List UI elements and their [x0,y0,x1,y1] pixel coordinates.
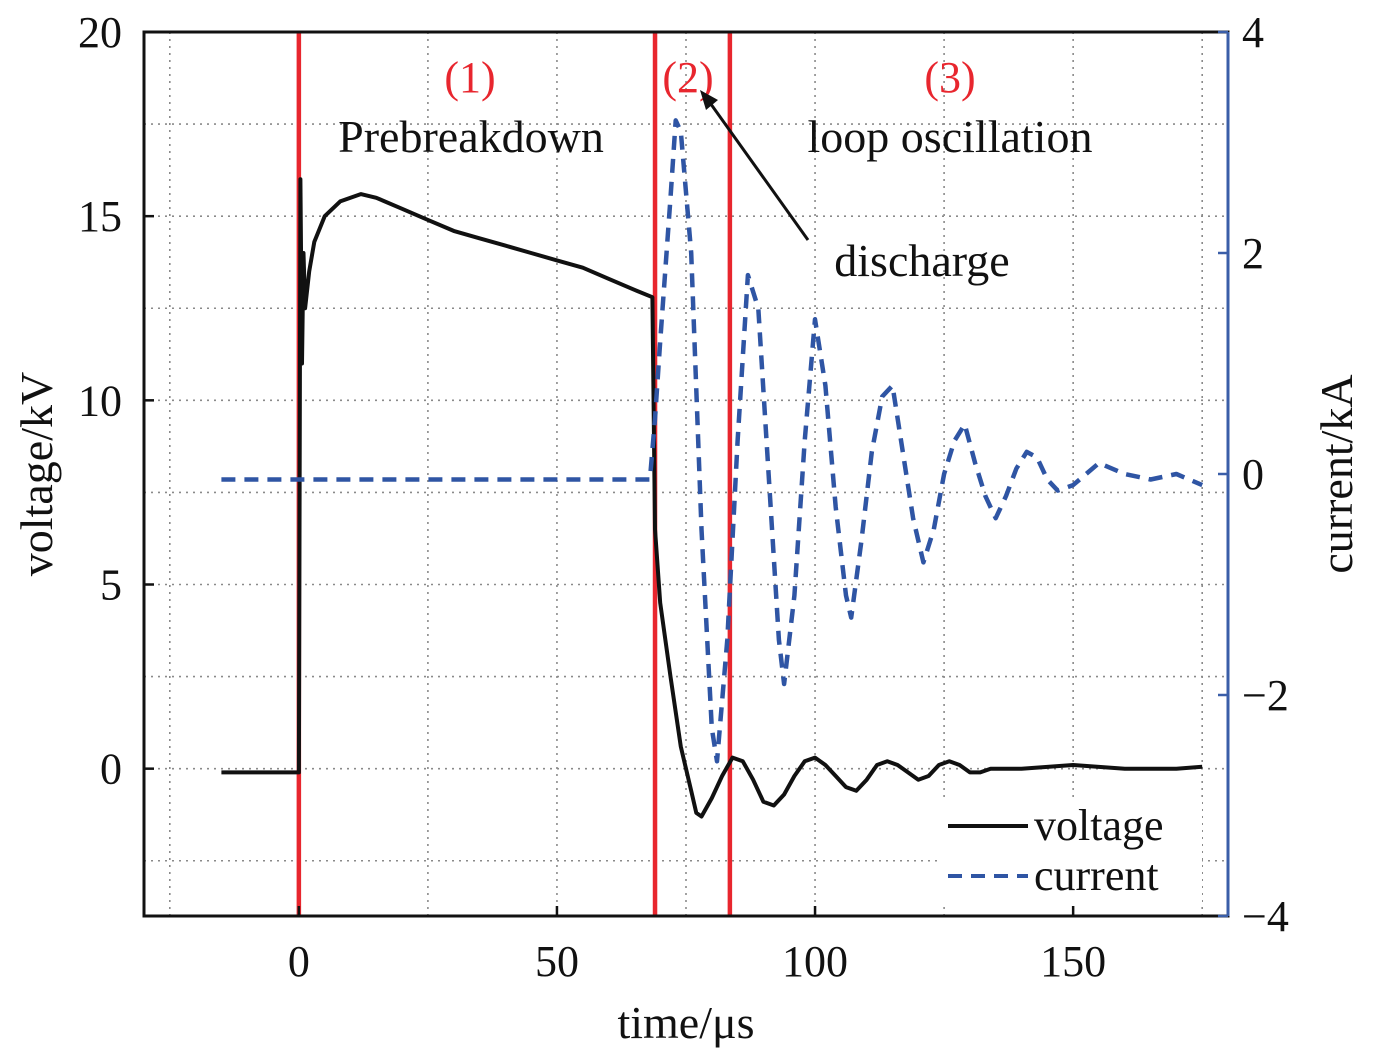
annotation-discharge: discharge [834,235,1009,286]
legend-background [940,800,1202,904]
y-tick-label-right: 2 [1242,229,1264,278]
axis-ticks: 0 50 100 150 0 5 10 15 20 −4 −2 0 2 4 [78,8,1289,986]
legend-label-voltage: voltage [1034,801,1164,850]
annotation-prebreakdown: Prebreakdown [338,111,604,162]
arrow-shaft [706,99,810,241]
grid-lines [144,31,1228,916]
arrow-head [700,90,718,110]
y-tick-label-right: −2 [1242,671,1289,720]
discharge-arrow [700,90,810,241]
y-tick-label-left: 0 [100,745,122,794]
x-tick-label: 50 [535,937,579,986]
y-tick-label-left: 10 [78,376,122,425]
y-axis-label-left: voltage/kV [11,372,62,576]
x-tick-label: 150 [1040,937,1106,986]
series-line-voltage [221,177,1203,819]
x-tick-label: 100 [782,937,848,986]
region-divider-lines [296,32,733,916]
region-label-1: (1) [444,53,495,102]
y-tick-label-right: −4 [1242,892,1289,941]
y-tick-label-right: 4 [1242,8,1264,57]
series-line-current [221,118,1204,764]
y-tick-label-left: 20 [78,8,122,57]
series-layer [221,118,1204,819]
region-label-3: (3) [924,53,975,102]
x-axis-label: time/μs [617,997,754,1048]
y-tick-label-left: 5 [100,561,122,610]
legend-label-current: current [1034,851,1159,900]
legend: voltage current [940,800,1202,904]
y-tick-label-left: 15 [78,192,122,241]
annotation-loop-oscillation: loop oscillation [808,111,1093,162]
y-tick-label-right: 0 [1242,450,1264,499]
x-tick-label: 0 [288,937,310,986]
y-axis-label-right: current/kA [1311,374,1362,573]
